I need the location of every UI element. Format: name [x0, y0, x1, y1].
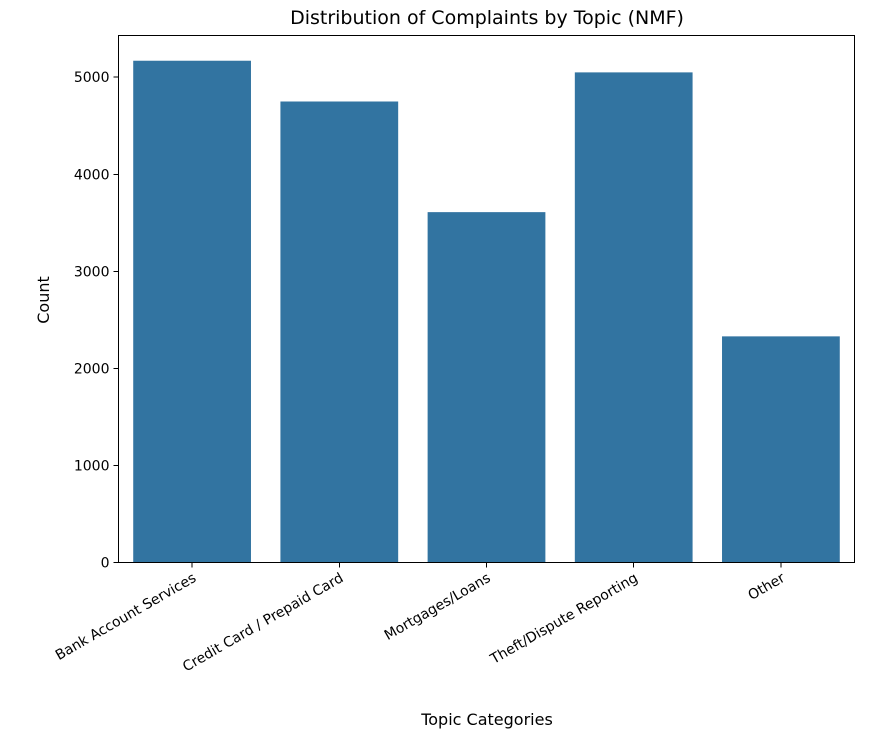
bar-4: [722, 336, 840, 563]
y-tick-label-4: 4000: [74, 167, 110, 183]
y-tick-label-5: 5000: [74, 70, 110, 86]
bars-group: [133, 60, 840, 563]
x-tick-label-4: Other: [745, 570, 788, 604]
y-tick-label-1: 1000: [74, 458, 110, 474]
x-tick-label-1: Credit Card / Prepaid Card: [180, 570, 346, 675]
x-tick-label-2: Mortgages/Loans: [382, 570, 494, 644]
bar-2: [427, 212, 546, 563]
y-tick-label-0: 0: [101, 556, 110, 572]
y-axis-label: Count: [34, 276, 53, 324]
bar-3: [574, 72, 693, 563]
x-axis-label: Topic Categories: [420, 710, 553, 729]
y-tick-label-3: 3000: [74, 264, 110, 280]
x-tick-label-3: Theft/Dispute Reporting: [487, 570, 641, 668]
y-tick-label-2: 2000: [74, 361, 110, 377]
chart-title: Distribution of Complaints by Topic (NMF…: [290, 7, 684, 29]
y-axis: 0 1000 2000 3000 4000 5000: [74, 70, 119, 572]
bar-0: [133, 60, 251, 563]
x-tick-label-0: Bank Account Services: [53, 570, 199, 664]
bar-1: [280, 101, 399, 563]
